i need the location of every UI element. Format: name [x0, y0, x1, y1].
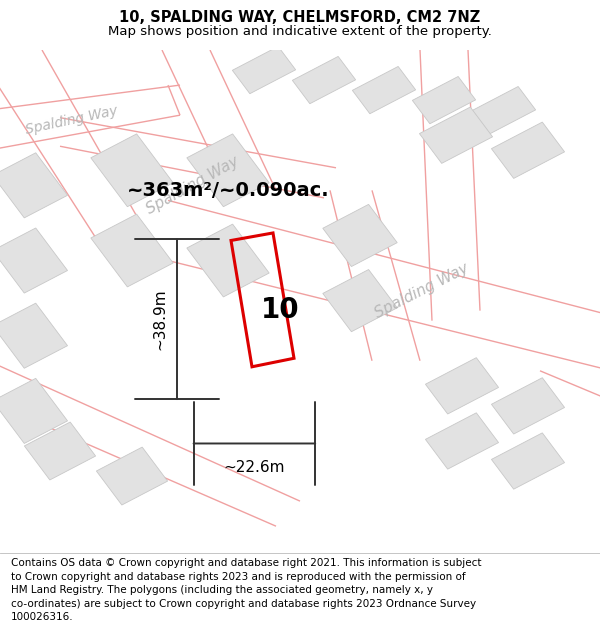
Polygon shape — [491, 122, 565, 178]
Text: Contains OS data © Crown copyright and database right 2021. This information is : Contains OS data © Crown copyright and d… — [11, 558, 481, 568]
Polygon shape — [352, 66, 416, 114]
Text: 100026316.: 100026316. — [11, 612, 73, 622]
Text: to Crown copyright and database rights 2023 and is reproduced with the permissio: to Crown copyright and database rights 2… — [11, 571, 466, 581]
Text: Spalding Way: Spalding Way — [372, 261, 471, 321]
Polygon shape — [60, 118, 336, 201]
Text: Map shows position and indicative extent of the property.: Map shows position and indicative extent… — [108, 24, 492, 38]
Polygon shape — [425, 357, 499, 414]
Polygon shape — [0, 152, 68, 218]
Text: 10: 10 — [261, 296, 300, 324]
Polygon shape — [25, 422, 95, 480]
Polygon shape — [425, 413, 499, 469]
Polygon shape — [168, 201, 600, 371]
Text: 10, SPALDING WAY, CHELMSFORD, CM2 7NZ: 10, SPALDING WAY, CHELMSFORD, CM2 7NZ — [119, 10, 481, 25]
Polygon shape — [97, 447, 167, 505]
Polygon shape — [412, 76, 476, 124]
Text: HM Land Registry. The polygons (including the associated geometry, namely x, y: HM Land Registry. The polygons (includin… — [11, 585, 433, 595]
Text: co-ordinates) are subject to Crown copyright and database rights 2023 Ordnance S: co-ordinates) are subject to Crown copyr… — [11, 599, 476, 609]
Polygon shape — [472, 86, 536, 134]
Polygon shape — [232, 46, 296, 94]
Text: Spalding Way: Spalding Way — [24, 104, 119, 137]
Polygon shape — [491, 433, 565, 489]
Text: ~363m²/~0.090ac.: ~363m²/~0.090ac. — [127, 181, 329, 200]
Polygon shape — [0, 378, 68, 444]
Polygon shape — [0, 85, 180, 150]
Polygon shape — [323, 269, 397, 332]
Polygon shape — [419, 107, 493, 163]
Polygon shape — [91, 214, 173, 287]
Text: ~38.9m: ~38.9m — [152, 288, 167, 350]
Polygon shape — [0, 228, 68, 293]
Polygon shape — [187, 134, 269, 207]
Polygon shape — [0, 303, 68, 368]
Polygon shape — [491, 378, 565, 434]
Polygon shape — [323, 204, 397, 266]
Text: Spalding Way: Spalding Way — [144, 154, 242, 217]
Polygon shape — [91, 134, 173, 207]
Text: ~22.6m: ~22.6m — [224, 460, 285, 475]
Polygon shape — [292, 56, 356, 104]
Polygon shape — [187, 224, 269, 297]
